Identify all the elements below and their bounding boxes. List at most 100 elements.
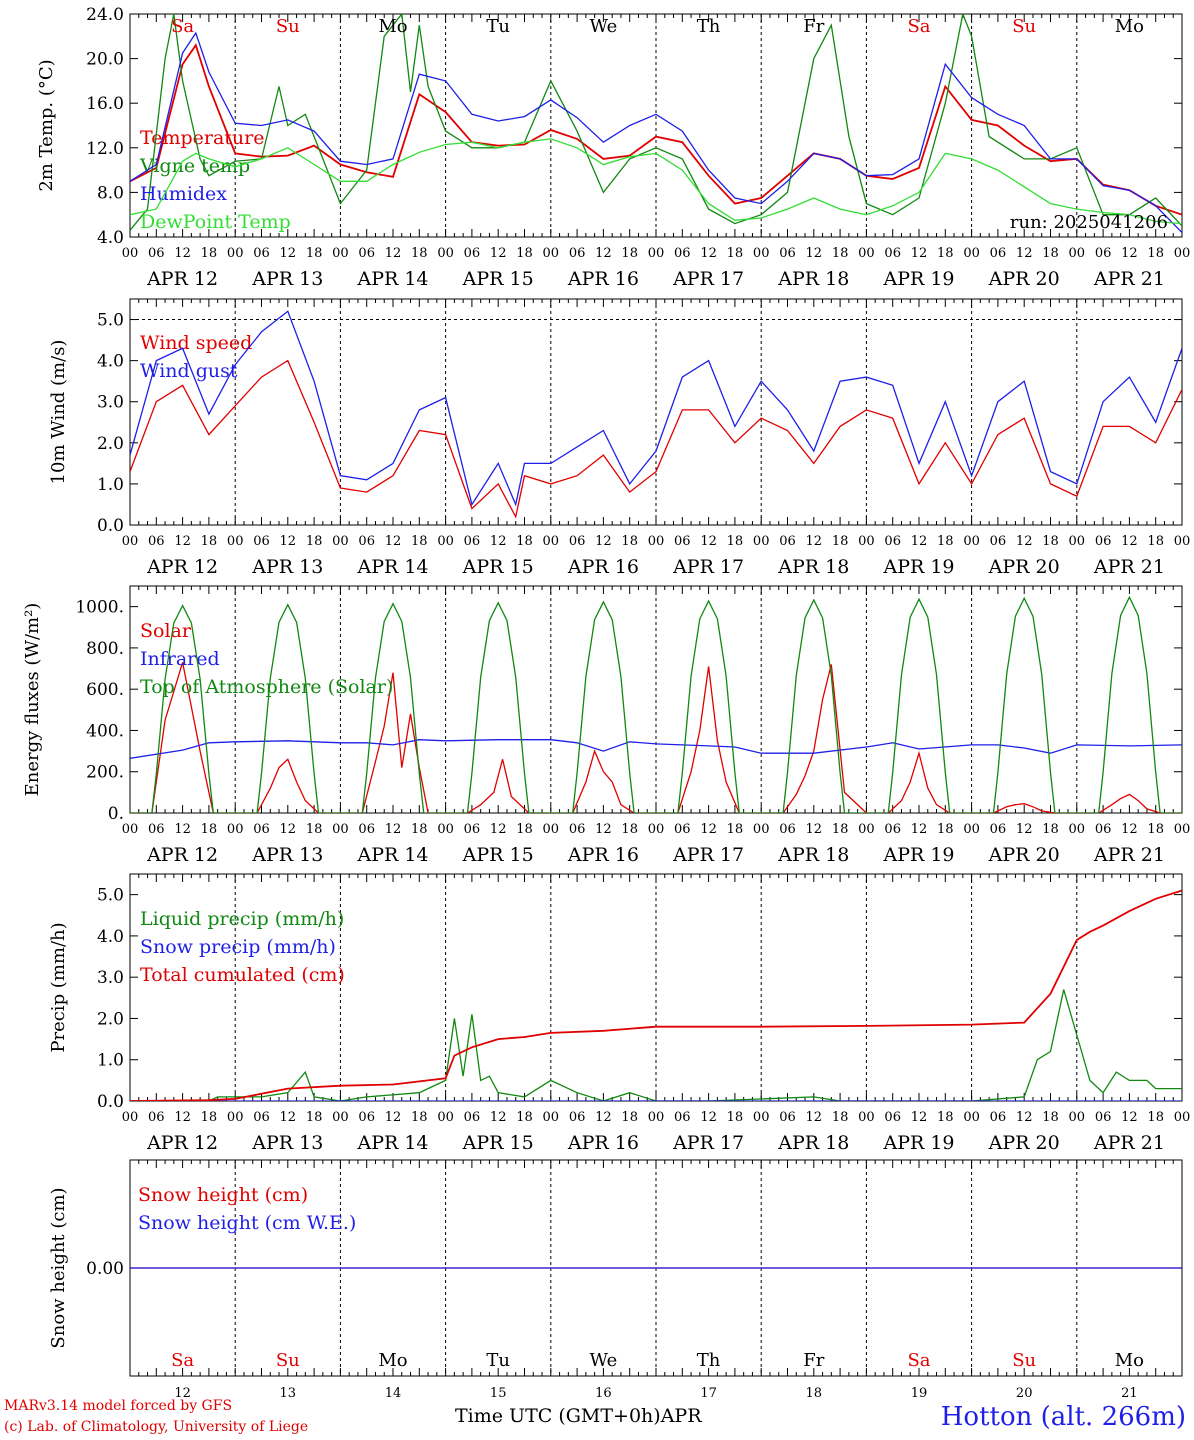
panel-3-hour-tick: 00 [1069,822,1086,837]
panel-2-hour-tick: 00 [753,534,770,549]
panel-3-hour-tick: 18 [1147,822,1164,837]
panel-2-hour-tick: 12 [595,534,612,549]
panel-2-hour-tick: 06 [779,534,796,549]
panel-2-hour-tick: 12 [280,534,297,549]
y-tick-label: 0.00 [86,1259,124,1279]
panel-2-hour-tick: 06 [884,534,901,549]
day-number-label: 20 [1016,1386,1033,1401]
panel-2-hour-tick: 12 [1121,534,1138,549]
panel-4-date-label: APR 18 [777,1132,849,1154]
panel-2-hour-tick: 18 [937,534,954,549]
panel-3-hour-tick: 18 [306,822,323,837]
panel-2-date-label: APR 15 [462,556,534,578]
panel-4-hour-tick: 18 [516,1110,533,1125]
panel-4-hour-tick: 18 [411,1110,428,1125]
panel-4-hour-tick: 18 [832,1110,849,1125]
panel-5: 0.00 Snow height (cm) Snow height (cm) Snow… [48,1159,1183,1401]
panel-2-hour-tick: 18 [1042,534,1059,549]
panel-3-date-label: APR 12 [146,844,218,866]
panel-4: 0.0 1.0 2.0 3.0 4.0 5.0 Precip (mm/h) Liquid pr… [48,873,1183,1112]
panel-1-hour-tick: 18 [1042,246,1059,261]
weekday-label: We [590,16,618,37]
panel-3-hour-tick: 18 [201,822,218,837]
panel-4-hour-tick: 06 [358,1110,375,1125]
series-line-green [130,989,1182,1101]
weekday-label: We [590,1350,618,1371]
y-axis-label: Energy fluxes (W/m²) [22,603,43,797]
panel-1-hour-tick: 00 [648,246,665,261]
panel-3-hour-tick: 18 [937,822,954,837]
footer-lab-text: (c) Lab. of Climatology, University of L… [4,1419,309,1435]
panel-2-hour-tick: 18 [201,534,218,549]
legend-entry: Wind speed [140,332,252,354]
panel-1-hour-tick: 18 [727,246,744,261]
panel-4-hour-tick: 06 [569,1110,586,1125]
y-tick-label: 2.0 [97,434,124,454]
series-line-green [130,595,1182,813]
panel-1-hour-tick: 06 [674,246,691,261]
panel-2-hour-tick: 18 [832,534,849,549]
weekday-label: Tu [486,1350,510,1371]
panel-1-hour-tick: 18 [201,246,218,261]
panel-1-date-label: APR 13 [251,268,323,290]
panel-3-hour-tick: 00 [437,822,454,837]
panel-2-hour-tick: 18 [1147,534,1164,549]
panel-3-hour-tick: 12 [174,822,191,837]
panel-1-hour-tick: 18 [306,246,323,261]
panel-1-hour-tick: 12 [1016,246,1033,261]
y-tick-label: 600. [86,680,124,700]
series-line-red [130,889,1182,1101]
panel-1-hour-tick: 18 [832,246,849,261]
panel-2-hour-tick: 06 [990,534,1007,549]
panel-2-date-label: APR 18 [777,556,849,578]
panel-3-hour-tick: 06 [358,822,375,837]
panel-3-hour-tick: 12 [1121,822,1138,837]
weekday-label: Sa [907,16,930,37]
panel-3-hour-tick: 06 [253,822,270,837]
panel-1-hour-tick: 06 [464,246,481,261]
legend-entry: Wind gust [140,360,238,382]
panel-3-hour-tick: 18 [727,822,744,837]
panel-4-hour-tick: 12 [174,1110,191,1125]
panel-2-hour-tick: 12 [385,534,402,549]
legend-entry: Humidex [140,183,227,205]
y-tick-label: 4.0 [97,228,124,248]
panel-4-hour-tick: 06 [884,1110,901,1125]
panel-1-hour-tick: 06 [358,246,375,261]
panel-2-hour-tick: 00 [1069,534,1086,549]
y-tick-label: 12.0 [86,139,124,159]
panel-2-hour-tick: 12 [174,534,191,549]
panel-3-date-label: APR 16 [567,844,639,866]
series-line-blue [130,31,1182,233]
legend-entry: DewPoint Temp [140,211,291,233]
panel-4-hour-tick: 00 [753,1110,770,1125]
weekday-label: Fr [803,16,824,37]
panel-3: 0. 200. 400. 600. 800. 1000. Energy fluxes (W/… [22,585,1183,824]
y-tick-label: 800. [86,639,124,659]
y-tick-label: 8.0 [97,183,124,203]
panel-1-hour-tick: 12 [595,246,612,261]
day-number-label: 16 [595,1386,612,1401]
panel-2-hour-tick: 18 [516,534,533,549]
panel-1-date-label: APR 20 [988,268,1060,290]
panel-4-date-label: APR 14 [356,1132,428,1154]
panel-4-hour-tick: 12 [595,1110,612,1125]
weekday-label: Su [1012,1350,1036,1371]
panel-2-hour-tick: 18 [411,534,428,549]
panel-2-hour-tick: 18 [306,534,323,549]
panel-4-date-label: APR 13 [251,1132,323,1154]
panel-1-date-label: APR 12 [146,268,218,290]
panel-3-hour-tick: 12 [385,822,402,837]
series-line-green [130,14,1182,231]
panel-2-hour-tick: 00 [1174,534,1191,549]
panel-4-date-label: APR 19 [882,1132,954,1154]
y-tick-label: 20.0 [86,50,124,70]
panel-4-date-label: APR 17 [672,1132,744,1154]
day-number-label: 15 [490,1386,507,1401]
panel-4-hour-tick: 00 [543,1110,560,1125]
legend-entry: Total cumulated (cm) [140,964,345,986]
panel-1-date-label: APR 19 [882,268,954,290]
panel-1-hour-tick: 12 [174,246,191,261]
panel-3-hour-tick: 06 [990,822,1007,837]
